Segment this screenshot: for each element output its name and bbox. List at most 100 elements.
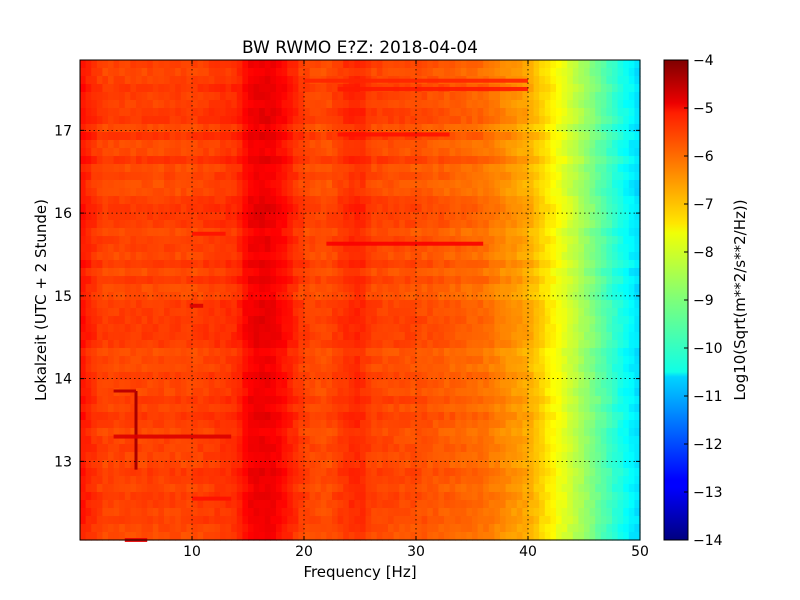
heatmap-cell [410,180,417,189]
heatmap-cell [472,60,479,69]
heatmap-cell [259,252,266,261]
heatmap-cell [600,428,607,437]
heatmap-cell [600,388,607,397]
heatmap-cell [80,220,87,229]
heatmap-cell [287,364,294,373]
heatmap-cell [113,284,120,293]
heatmap-cell [136,84,143,93]
heatmap-cell [124,84,131,93]
heatmap-cell [259,324,266,333]
heatmap-cell [276,204,283,213]
heatmap-cell [130,324,137,333]
heatmap-cell [578,388,585,397]
heatmap-cell [438,324,445,333]
heatmap-cell [421,108,428,117]
heatmap-cell [399,260,406,269]
heatmap-cell [270,204,277,213]
heatmap-cell [164,172,171,181]
heatmap-cell [600,180,607,189]
heatmap-cell [432,116,439,125]
heatmap-cell [264,124,271,133]
heatmap-cell [253,92,260,101]
heatmap-cell [119,204,126,213]
heatmap-cell [488,380,495,389]
heatmap-cell [628,412,635,421]
heatmap-cell [298,204,305,213]
heatmap-cell [365,324,372,333]
heatmap-cell [371,308,378,317]
heatmap-cell [595,316,602,325]
heatmap-cell [164,356,171,365]
heatmap-cell [136,412,143,421]
heatmap-cell [376,212,383,221]
heatmap-cell [511,300,518,309]
heatmap-cell [572,404,579,413]
heatmap-cell [595,196,602,205]
heatmap-cell [220,100,227,109]
heatmap-cell [505,148,512,157]
heatmap-cell [136,364,143,373]
heatmap-cell [225,428,232,437]
heatmap-cell [628,164,635,173]
heatmap-cell [192,164,199,173]
heatmap-cell [483,276,490,285]
heatmap-cell [404,60,411,69]
heatmap-cell [511,132,518,141]
heatmap-cell [220,300,227,309]
heatmap-cell [354,60,361,69]
heatmap-cell [248,132,255,141]
heatmap-cell [208,308,215,317]
heatmap-cell [488,396,495,405]
heatmap-cell [584,140,591,149]
heatmap-cell [360,140,367,149]
heatmap-cell [259,212,266,221]
heatmap-cell [438,372,445,381]
heatmap-cell [96,332,103,341]
heatmap-cell [589,132,596,141]
heatmap-cell [197,260,204,269]
heatmap-cell [242,452,249,461]
heatmap-cell [595,276,602,285]
heatmap-cell [287,300,294,309]
heatmap-cell [606,140,613,149]
heatmap-cell [186,276,193,285]
heatmap-cell [281,372,288,381]
heatmap-cell [147,180,154,189]
heatmap-cell [304,380,311,389]
heatmap-cell [343,316,350,325]
heatmap-cell [550,420,557,429]
heatmap-cell [494,316,501,325]
heatmap-cell [404,204,411,213]
heatmap-cell [399,108,406,117]
heatmap-cell [584,356,591,365]
heatmap-cell [578,380,585,389]
heatmap-cell [192,444,199,453]
heatmap-cell [287,108,294,117]
heatmap-cell [505,380,512,389]
heatmap-cell [376,108,383,117]
heatmap-cell [85,84,92,93]
heatmap-cell [505,404,512,413]
heatmap-cell [326,332,333,341]
heatmap-cell [388,188,395,197]
heatmap-cell [315,404,322,413]
heatmap-cell [231,140,238,149]
heatmap-cell [516,220,523,229]
heatmap-cell [600,212,607,221]
heatmap-cell [561,372,568,381]
heatmap-cell [292,148,299,157]
heatmap-cell [287,156,294,165]
heatmap-cell [231,60,238,69]
heatmap-cell [315,396,322,405]
heatmap-cell [315,204,322,213]
heatmap-cell [432,316,439,325]
heatmap-cell [332,204,339,213]
heatmap-cell [360,148,367,157]
heatmap-cell [147,388,154,397]
heatmap-cell [236,132,243,141]
heatmap-cell [466,332,473,341]
heatmap-cell [472,284,479,293]
heatmap-cell [220,116,227,125]
heatmap-cell [578,252,585,261]
heatmap-cell [197,140,204,149]
